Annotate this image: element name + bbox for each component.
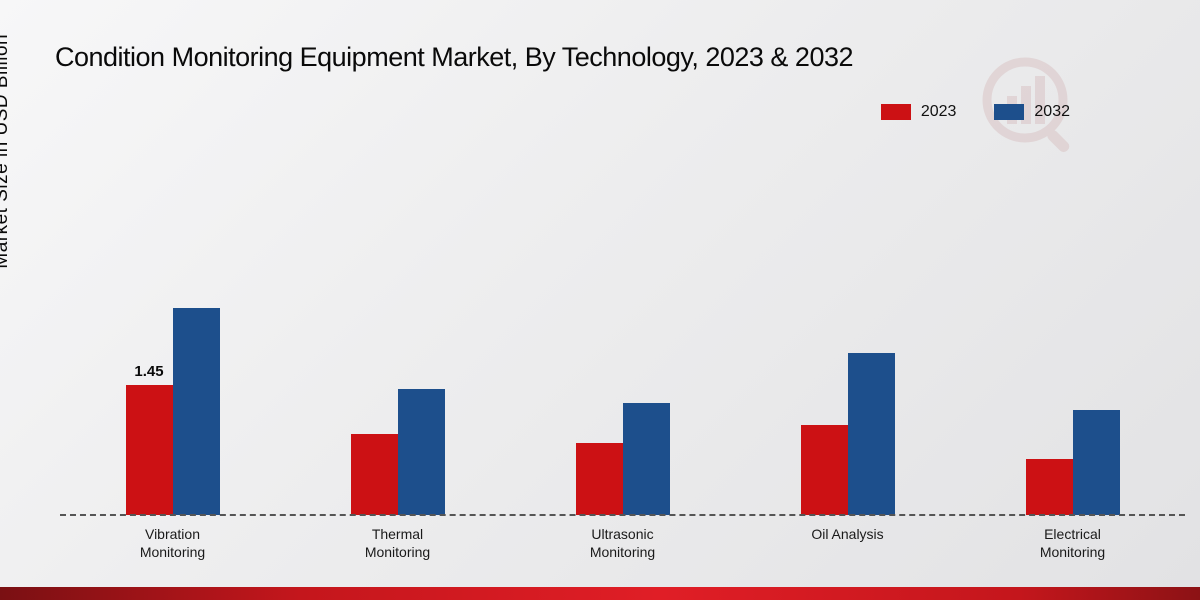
bottom-accent-strip xyxy=(0,587,1200,600)
legend-swatch-2023 xyxy=(880,104,911,120)
bar-group-vibration-monitoring: 1.45 Vibration Monitoring xyxy=(125,308,220,560)
bar-2032-vibration-monitoring xyxy=(172,308,220,515)
bars-thermal-monitoring xyxy=(350,389,445,515)
bar-group-thermal-monitoring: Thermal Monitoring xyxy=(350,389,445,560)
legend-label-2032: 2032 xyxy=(1034,103,1070,120)
legend-item-2023: 2023 xyxy=(880,103,957,121)
category-label-thermal-monitoring: Thermal Monitoring xyxy=(364,526,431,561)
bar-chart: 1.45 Vibration Monitoring Thermal Monitori… xyxy=(60,140,1185,560)
bars-electrical-monitoring xyxy=(1025,409,1120,515)
bar-group-electrical-monitoring: Electrical Monitoring xyxy=(1025,409,1120,560)
bar-2023-vibration-monitoring: 1.45 xyxy=(125,363,173,515)
bar-2023-ultrasonic-monitoring xyxy=(575,443,623,515)
bar-2032-ultrasonic-monitoring xyxy=(622,402,670,515)
bar-2032-electrical-monitoring xyxy=(1072,409,1120,515)
bars-vibration-monitoring: 1.45 xyxy=(125,308,220,515)
bars-oil-analysis xyxy=(800,353,895,515)
bar-2023-oil-analysis xyxy=(800,425,848,515)
category-label-ultrasonic-monitoring: Ultrasonic Monitoring xyxy=(589,526,656,561)
legend-item-2032: 2032 xyxy=(994,103,1070,121)
bar-2032-thermal-monitoring xyxy=(397,389,445,515)
bar-2023-electrical-monitoring xyxy=(1025,459,1073,515)
legend: 2023 2032 xyxy=(880,103,1070,121)
y-axis-label: Market Size in USD Billion xyxy=(0,33,12,269)
chart-title: Condition Monitoring Equipment Market, B… xyxy=(55,42,854,72)
bar-2023-thermal-monitoring xyxy=(350,434,398,515)
bar-group-oil-analysis: Oil Analysis xyxy=(800,353,895,542)
category-label-oil-analysis: Oil Analysis xyxy=(811,526,884,542)
bar-groups: 1.45 Vibration Monitoring Thermal Monitori… xyxy=(60,140,1185,560)
bar-value-label: 1.45 xyxy=(134,362,164,380)
category-label-vibration-monitoring: Vibration Monitoring xyxy=(139,526,206,561)
bar-2032-oil-analysis xyxy=(847,353,895,515)
legend-label-2023: 2023 xyxy=(920,103,957,120)
bar-group-ultrasonic-monitoring: Ultrasonic Monitoring xyxy=(575,402,670,560)
legend-swatch-2032 xyxy=(994,104,1025,120)
bars-ultrasonic-monitoring xyxy=(575,402,670,515)
category-label-electrical-monitoring: Electrical Monitoring xyxy=(1039,526,1106,561)
x-axis-line xyxy=(60,514,1185,516)
